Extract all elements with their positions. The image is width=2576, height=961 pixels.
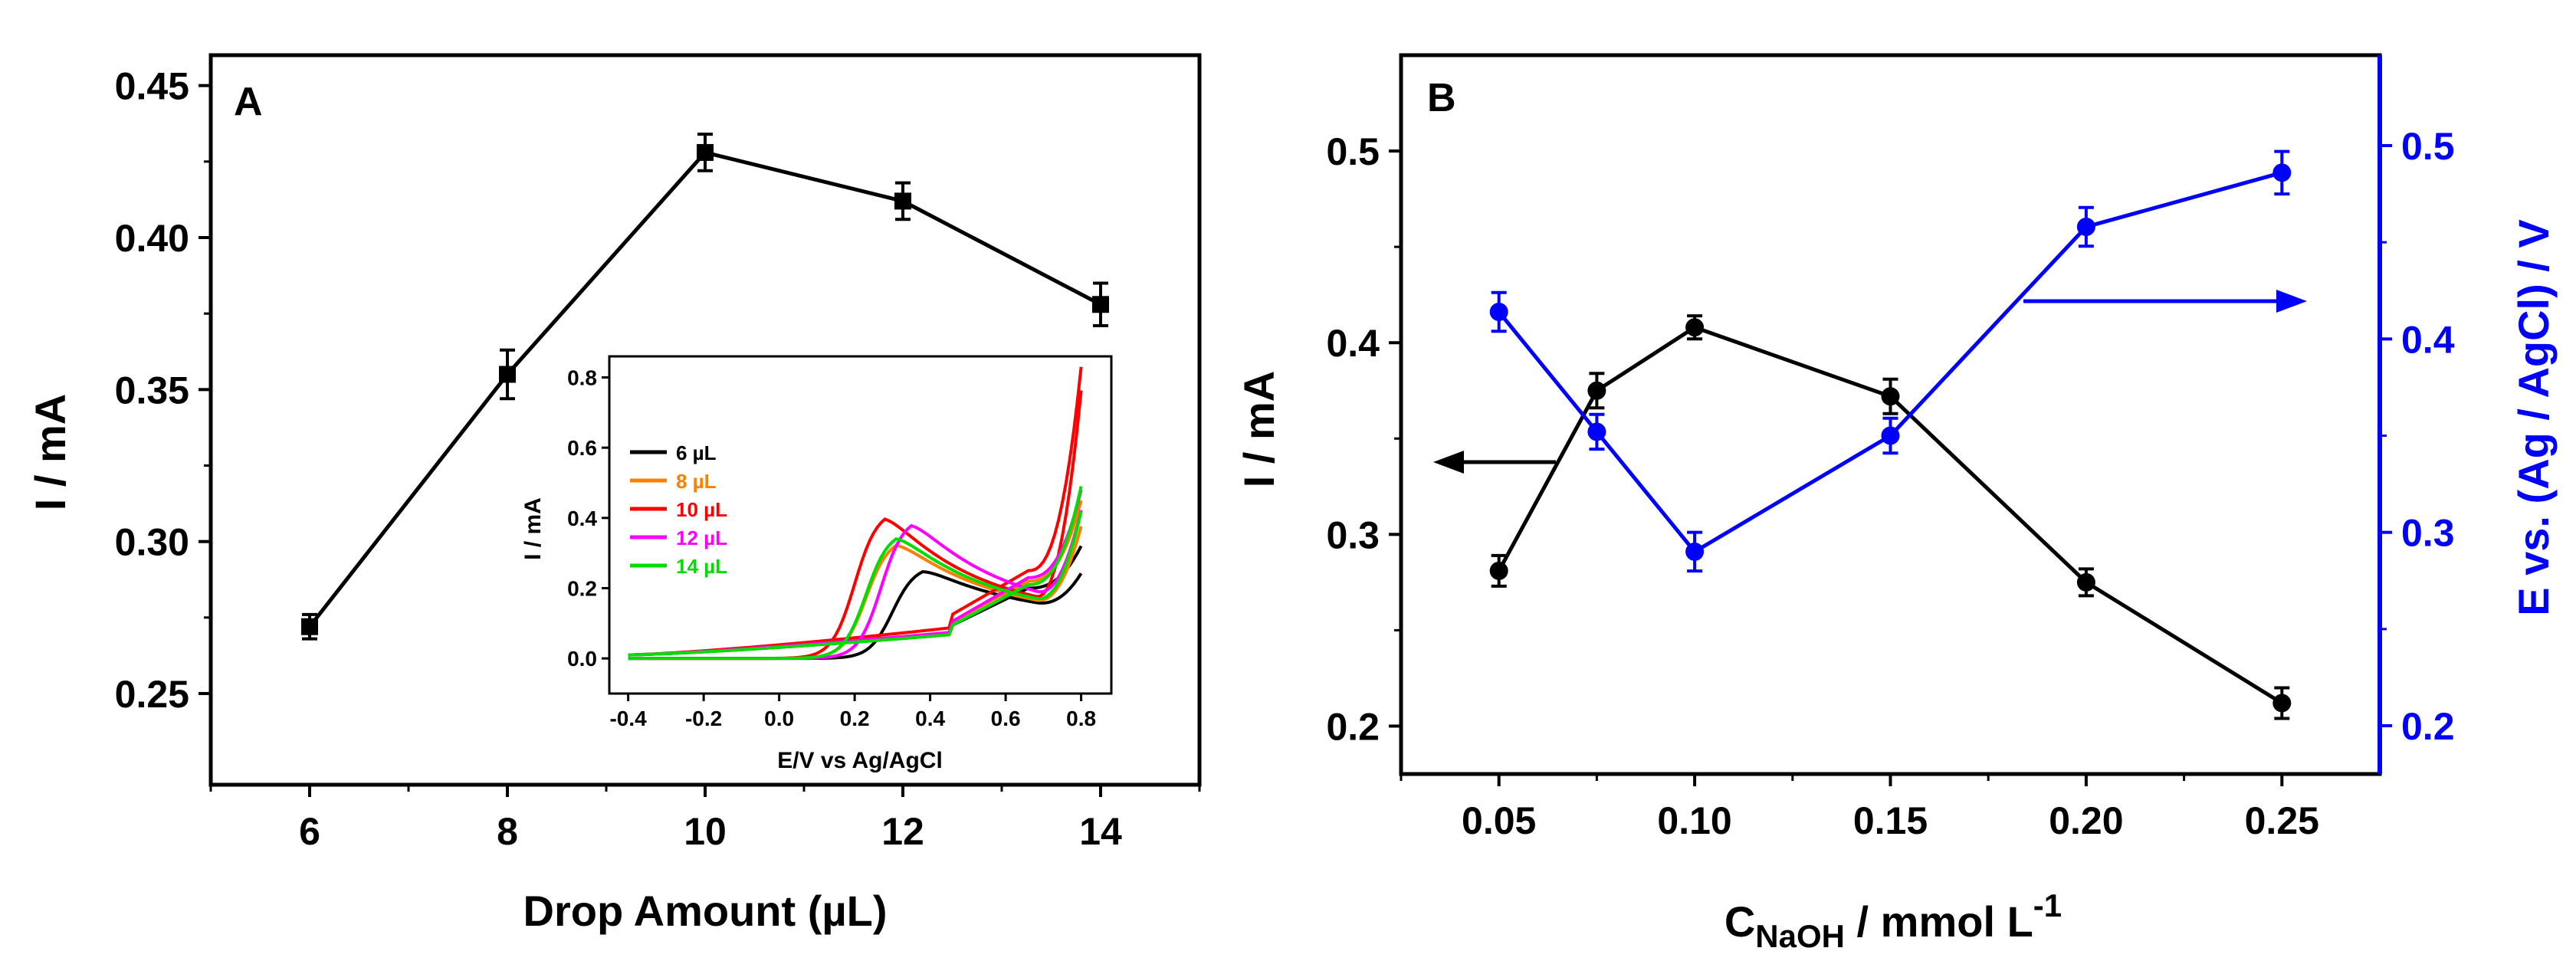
b-xtick-label: 0.10 <box>1657 799 1731 842</box>
b-xtick-label: 0.20 <box>2049 799 2123 842</box>
b-y2tick-label: 0.3 <box>2401 512 2455 555</box>
b-ytick-label: 0.3 <box>1326 513 1380 556</box>
b-data-point-I <box>2272 694 2292 713</box>
b-ytick-label: 0.5 <box>1326 130 1380 173</box>
panel-b: B CNaOH / mmol L-1 I / mA E vs. (Ag / Ag… <box>1235 53 2558 954</box>
b-series-line-E <box>1497 170 2282 555</box>
a-data-point <box>301 618 318 635</box>
inset-xtick-label: 0.0 <box>764 707 794 730</box>
b-ytick-label: 0.2 <box>1326 705 1380 748</box>
b-data-point-E <box>1587 422 1606 441</box>
inset-ytick-label: 0.8 <box>567 366 597 390</box>
panel-b-ylabel: I / mA <box>1235 371 1283 487</box>
panel-a-xlabel: Drop Amount (µL) <box>523 887 888 935</box>
inset-curves <box>628 366 1083 661</box>
b-data-point-E <box>1685 542 1705 561</box>
a-data-point <box>894 192 911 210</box>
panel-a-label: A <box>234 80 263 124</box>
inset-ticks: -0.4 -0.2 0.0 0.2 0.4 0.6 0.8 0.0 0.2 0.4 0.6 0.8 <box>567 366 1096 731</box>
inset-xtick-label: -0.2 <box>685 707 722 730</box>
a-ytick-label: 0.25 <box>115 673 189 716</box>
inset-curve-forward <box>628 510 1083 661</box>
inset-ylabel: I / mA <box>520 497 546 560</box>
panel-b-label: B <box>1427 76 1456 120</box>
inset-ytick-label: 0.6 <box>567 436 597 460</box>
b-data-point-E <box>1489 303 1508 322</box>
b-data-point-I <box>1489 561 1508 580</box>
a-ytick-label: 0.40 <box>115 217 189 260</box>
a-xtick-label: 6 <box>299 810 320 853</box>
b-ytick-label: 0.4 <box>1326 322 1380 365</box>
b-data-point-I <box>1587 381 1606 400</box>
left-axis-arrowhead <box>1433 451 1464 474</box>
inset-legend-label: 8 µL <box>676 470 717 493</box>
b-xtick-label: 0.05 <box>1462 799 1536 842</box>
panel-b-xlabel: CNaOH / mmol L-1 <box>1724 887 2062 954</box>
b-data-point-E <box>2076 217 2095 236</box>
panel-b-xlabel-sub: NaOH <box>1755 918 1845 954</box>
inset-xtick-label: -0.4 <box>609 707 647 730</box>
b-y2tick-label: 0.5 <box>2401 125 2455 168</box>
a-xtick-label: 10 <box>684 810 727 853</box>
a-ytick-label: 0.30 <box>115 521 189 564</box>
inset-legend-label: 6 µL <box>676 441 717 464</box>
inset-ytick-label: 0.0 <box>567 647 597 671</box>
panel-b-series <box>1489 149 2292 720</box>
inset-xlabel: E/V vs Ag/AgCl <box>777 748 943 773</box>
inset-xtick-label: 0.4 <box>915 707 945 730</box>
inset-chart: E/V vs Ag/AgCl I / mA -0.4 -0.2 0.0 0.2 0.4 0… <box>520 355 1113 773</box>
panel-a-ylabel: I / mA <box>26 394 74 510</box>
inset-xtick-label: 0.2 <box>840 707 870 730</box>
inset-legend-label: 14 µL <box>676 555 727 578</box>
b-data-point-I <box>1881 387 1900 406</box>
a-xtick-label: 12 <box>881 810 924 853</box>
b-data-point-E <box>2272 163 2292 182</box>
panel-b-y2label: E vs. (Ag / AgCl) / V <box>2509 219 2558 616</box>
inset-ytick-label: 0.2 <box>567 577 597 601</box>
inset-legend-label: 12 µL <box>676 526 727 549</box>
a-ytick-label: 0.45 <box>115 65 189 108</box>
panel-b-xlabel-rest: / mmol L <box>1845 897 2033 946</box>
panel-b-xlabel-main: C <box>1724 897 1755 946</box>
inset-legend: 6 µL 8 µL 10 µL 12 µL 14 µL <box>630 441 727 578</box>
right-axis-arrowhead <box>2276 290 2307 313</box>
a-xtick-label: 8 <box>497 810 518 853</box>
panel-b-ticks: 0.05 0.10 0.15 0.20 0.25 0.2 0.3 0.4 0.5 0.2 0.3 0.… <box>1326 125 2454 842</box>
b-series-line-I <box>1497 325 2283 705</box>
a-data-point <box>1092 296 1109 313</box>
inset-legend-label: 10 µL <box>676 498 727 521</box>
inset-curve-reverse <box>628 486 1083 657</box>
inset-ytick-label: 0.4 <box>567 507 597 530</box>
panel-b-xlabel-sup: -1 <box>2033 887 2062 923</box>
a-data-point <box>499 366 516 383</box>
b-xtick-label: 0.25 <box>2245 799 2319 842</box>
b-data-point-I <box>2076 572 2095 592</box>
a-xtick-label: 14 <box>1079 810 1122 853</box>
b-xtick-label: 0.15 <box>1853 799 1928 842</box>
a-data-point <box>697 143 714 161</box>
inset-xtick-label: 0.6 <box>991 707 1021 730</box>
b-data-point-E <box>1881 426 1900 445</box>
b-y2tick-label: 0.4 <box>2401 318 2455 361</box>
b-y2tick-label: 0.2 <box>2401 705 2455 748</box>
panel-a: A Drop Amount (µL) I / mA 6 8 10 12 14 0.25 0.… <box>26 53 1202 935</box>
inset-xtick-label: 0.8 <box>1066 707 1096 730</box>
a-ytick-label: 0.35 <box>115 369 189 412</box>
b-data-point-I <box>1685 318 1705 337</box>
panel-a-ticks: 6 8 10 12 14 0.25 0.30 0.35 0.40 0.45 <box>115 65 1201 853</box>
panel-a-series <box>301 133 1109 641</box>
